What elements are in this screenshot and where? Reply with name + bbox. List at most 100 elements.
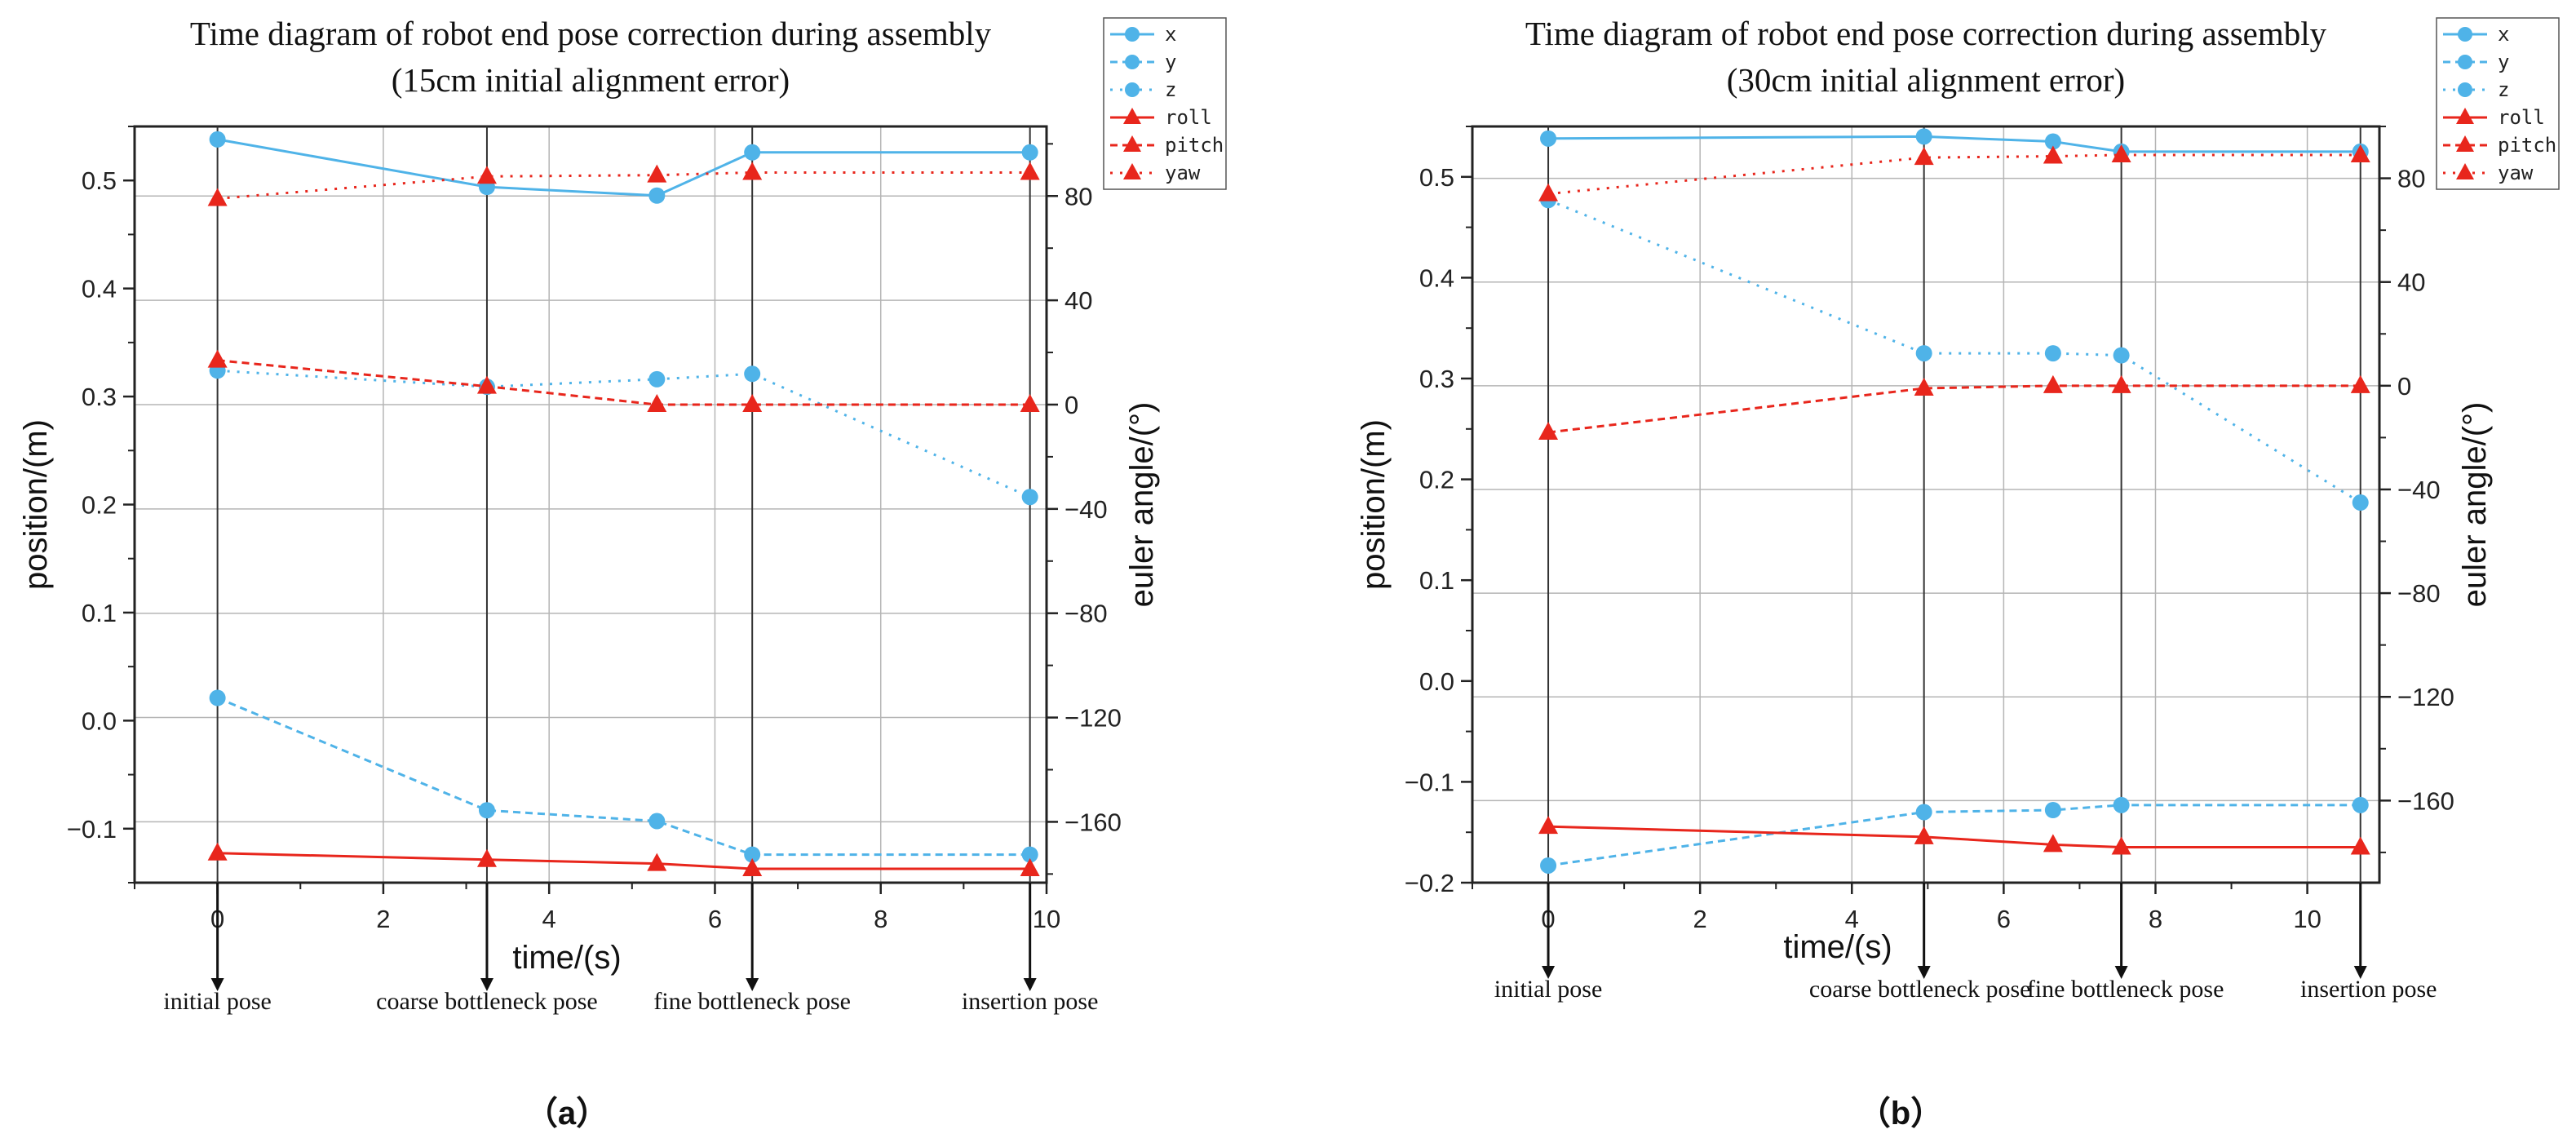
- annotation-label: insertion pose: [962, 988, 1098, 1015]
- y2-tick-label: 80: [2397, 165, 2425, 193]
- series-line-yaw: [1547, 153, 2361, 196]
- data-point-yaw: [1020, 162, 1040, 180]
- legend-label-z: z: [1165, 78, 1176, 101]
- annotation-label: initial pose: [1494, 976, 1602, 1003]
- legend-marker-roll: [2456, 108, 2474, 124]
- data-point-x: [1915, 128, 1932, 145]
- x-tick-label: 4: [1845, 905, 1859, 933]
- legend-label-z: z: [2498, 78, 2509, 101]
- annotation-arrowhead: [480, 978, 494, 991]
- legend-label-pitch: pitch: [2498, 134, 2556, 157]
- data-point-z: [2113, 347, 2130, 364]
- series-z: [209, 362, 1038, 506]
- y-axis-label: position/(m): [18, 419, 54, 590]
- y-tick-label: 0.5: [1419, 163, 1454, 192]
- data-point-roll: [2111, 836, 2131, 855]
- legend-marker-y: [1125, 55, 1140, 69]
- y2-tick-label: −80: [1064, 600, 1108, 628]
- y-tick-label: 0.3: [1419, 365, 1454, 393]
- series-line-pitch: [1547, 384, 2361, 434]
- data-point-y: [1915, 804, 1932, 821]
- y-tick-label: −0.1: [1405, 768, 1454, 796]
- data-point-roll: [1020, 857, 1040, 876]
- y2-axis-label: euler angle/(°): [1124, 402, 1160, 608]
- annotation-label: coarse bottleneck pose: [376, 988, 598, 1015]
- series-line-z: [217, 369, 1031, 498]
- series-line-y: [1547, 804, 2361, 867]
- data-point-yaw: [2350, 144, 2370, 162]
- legend-marker-yaw: [1123, 163, 1141, 179]
- legend-label-y: y: [2498, 51, 2509, 73]
- data-point-y: [744, 846, 761, 863]
- legend: xyz roll pitch yaw: [2436, 17, 2560, 190]
- data-point-yaw: [1914, 147, 1934, 166]
- series-line-yaw: [217, 170, 1030, 200]
- legend-label-roll: roll: [1165, 106, 1212, 129]
- legend-box: [2436, 17, 2560, 190]
- data-point-roll: [742, 857, 763, 876]
- data-point-roll: [647, 852, 667, 871]
- annotation-label: initial pose: [163, 988, 271, 1015]
- data-point-z: [1915, 345, 1932, 362]
- y2-tick-label: −120: [1064, 704, 1122, 733]
- y2-axis-label: euler angle/(°): [2457, 402, 2493, 608]
- chart-title: Time diagram of robot end pose correctio…: [190, 15, 992, 52]
- data-point-z: [2044, 345, 2061, 362]
- data-point-pitch: [476, 375, 497, 394]
- data-point-yaw: [207, 188, 228, 206]
- data-point-roll: [2043, 834, 2063, 852]
- data-point-yaw: [2111, 144, 2131, 162]
- data-point-roll: [476, 848, 497, 867]
- series-line-pitch: [217, 359, 1030, 406]
- series-y: [209, 689, 1038, 863]
- y-tick-label: 0.2: [82, 491, 117, 520]
- series-yaw: [207, 162, 1040, 206]
- series-line-y: [217, 697, 1030, 857]
- annotation-label: fine bottleneck pose: [2027, 976, 2224, 1003]
- chart-b: Time diagram of robot end pose correctio…: [1356, 15, 2560, 1132]
- data-point-yaw: [1538, 183, 1559, 202]
- x-axis-label: time/(s): [1783, 929, 1892, 965]
- data-point-y: [478, 802, 495, 819]
- y2-tick-label: 40: [2397, 268, 2425, 297]
- series-line-z: [1547, 198, 2361, 504]
- series-roll: [1538, 816, 2370, 855]
- legend-label-yaw: yaw: [1165, 162, 1201, 184]
- data-point-x: [1540, 130, 1557, 147]
- legend: xyz roll pitch yaw: [1103, 17, 1227, 190]
- legend-marker-x: [2458, 27, 2472, 42]
- x-tick-label: 2: [1693, 905, 1707, 933]
- series-y: [1540, 796, 2369, 874]
- data-point-x: [648, 187, 666, 204]
- y-tick-label: 0.4: [1419, 264, 1454, 292]
- data-point-y: [2113, 796, 2130, 813]
- data-point-x: [1021, 144, 1038, 161]
- annotation-arrowhead: [2114, 966, 2128, 979]
- legend-marker-pitch: [1123, 135, 1141, 152]
- data-point-pitch: [2043, 374, 2063, 393]
- series-roll: [207, 842, 1040, 876]
- x-tick-label: 8: [874, 905, 887, 933]
- data-point-pitch: [647, 393, 667, 412]
- data-point-y: [1021, 846, 1038, 863]
- legend-box: [1103, 17, 1227, 190]
- y2-tick-label: −40: [2397, 476, 2441, 504]
- data-point-pitch: [1020, 393, 1040, 412]
- y-tick-label: 0.0: [82, 706, 117, 735]
- data-point-y: [2044, 802, 2061, 819]
- legend-label-y: y: [1165, 51, 1176, 73]
- y-tick-label: 0.4: [82, 275, 117, 303]
- legend-marker-pitch: [2456, 135, 2474, 152]
- data-point-y: [648, 813, 666, 830]
- data-point-pitch: [1914, 378, 1934, 396]
- data-point-x: [744, 144, 761, 161]
- data-point-yaw: [2043, 145, 2063, 164]
- series-yaw: [1538, 144, 2370, 202]
- annotation-arrowhead: [210, 978, 224, 991]
- x-tick-label: 10: [2293, 905, 2321, 933]
- legend-label-yaw: yaw: [2498, 162, 2534, 184]
- series-z: [1540, 192, 2369, 512]
- y-tick-label: 0.3: [82, 383, 117, 411]
- series-pitch: [1538, 374, 2370, 441]
